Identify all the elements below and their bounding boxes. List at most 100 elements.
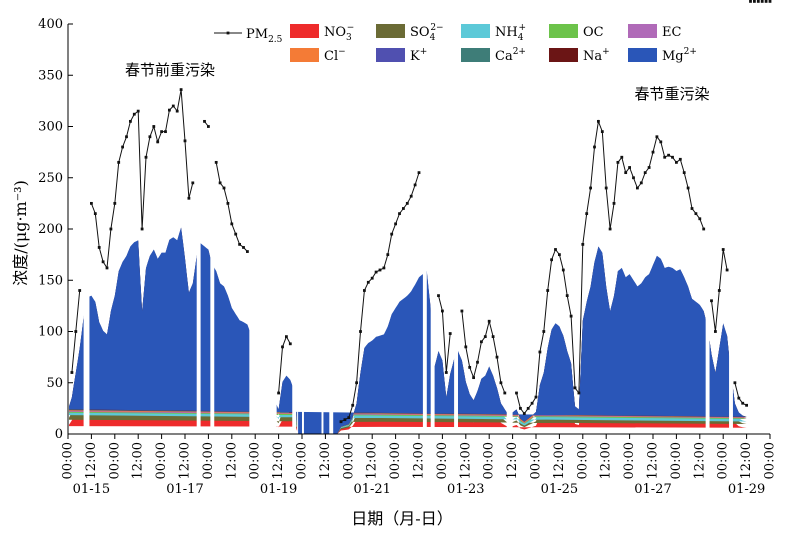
- pm25-point: [386, 253, 390, 257]
- data-gap-4: [249, 24, 277, 434]
- pm25-point: [550, 258, 553, 262]
- pm25-point: [246, 250, 249, 253]
- stacked-area-group: [68, 227, 747, 434]
- pm25-point: [171, 104, 175, 108]
- pm25-point: [667, 153, 670, 157]
- legend-swatch-7: [461, 48, 490, 62]
- pm25-point: [546, 289, 550, 292]
- x-tick-label: 12:00: [739, 442, 754, 479]
- legend-swatch-2: [461, 24, 490, 38]
- data-gap-10: [422, 24, 427, 434]
- legend-label-1: SO42−: [410, 23, 444, 43]
- pm25-point: [132, 112, 136, 116]
- pm25-point: [444, 371, 448, 374]
- pm25-point: [675, 160, 678, 164]
- pm25-point: [632, 176, 635, 180]
- pm25-line-group: [70, 0, 772, 424]
- pm25-line-segment-3: [215, 162, 248, 252]
- pm25-point: [651, 150, 655, 154]
- pm25-point: [526, 406, 530, 410]
- data-gap-6: [297, 24, 299, 434]
- date-label: 01-23: [447, 482, 484, 497]
- pm25-point: [207, 125, 210, 128]
- pm25-point: [242, 246, 245, 249]
- pm25-point: [483, 335, 487, 339]
- x-tick-label: 12:00: [178, 442, 193, 479]
- annotation-pre-festival-pollution: 春节前重污染: [125, 61, 215, 79]
- pm25-point: [589, 186, 592, 190]
- legend-label-8: Na+: [583, 47, 610, 64]
- y-tick-label: 350: [38, 68, 63, 83]
- legend-label-2: NH4+: [495, 23, 526, 43]
- y-tick-label: 200: [38, 222, 63, 237]
- pm25-point: [612, 201, 616, 205]
- pm25-point: [749, 0, 752, 3]
- legend-label-6: K+: [410, 47, 427, 64]
- pm25-point: [495, 355, 499, 359]
- legend-swatch-9: [628, 48, 657, 62]
- pm25-point: [671, 155, 674, 159]
- legend: PM2.5 NO3− SO42− NH4+ OC EC Cl− K+ Ca2+ Na+ Mg2+: [214, 23, 697, 64]
- legend-label-3: OC: [583, 25, 604, 40]
- x-tick-label: 12:00: [692, 442, 707, 479]
- pm25-point: [593, 145, 596, 149]
- pm25-point: [409, 194, 413, 198]
- pm25-point: [370, 276, 374, 280]
- pm25-point: [97, 246, 101, 249]
- x-tick-label: 12:00: [271, 442, 286, 479]
- pm25-point: [70, 371, 74, 374]
- pm25-point: [682, 171, 686, 175]
- pm25-point: [476, 360, 479, 364]
- pm25-point: [129, 119, 132, 123]
- pm25-point: [140, 227, 144, 231]
- pm25-point: [460, 309, 464, 313]
- pm25-point: [760, 0, 764, 3]
- pm25-point: [183, 139, 187, 143]
- x-tick-label: 12:00: [224, 442, 239, 479]
- pm25-point: [144, 155, 148, 159]
- pm25-point: [659, 140, 663, 144]
- pm25-point: [156, 140, 160, 144]
- y-tick-label: 250: [38, 171, 63, 186]
- date-label: 01-21: [353, 482, 390, 497]
- x-tick-label: 00:00: [482, 442, 497, 479]
- pm25-point: [694, 212, 698, 216]
- pm25-point: [745, 403, 748, 407]
- pm25-point: [160, 130, 163, 134]
- pm25-point: [105, 266, 109, 270]
- area-mg2-: [68, 227, 747, 434]
- pm25-point: [175, 109, 179, 113]
- x-tick-label: 12:00: [599, 442, 614, 479]
- pm25-point: [597, 119, 600, 123]
- pm25-point: [363, 289, 366, 292]
- y-axis-title: 浓度/(μg·m⁻³): [11, 180, 30, 286]
- y-tick-label: 0: [55, 427, 63, 442]
- date-label: 01-17: [166, 482, 203, 497]
- pm25-point: [663, 155, 667, 159]
- legend-swatch-6: [376, 48, 405, 62]
- pm25-point: [616, 160, 620, 164]
- pm25-point: [441, 309, 444, 313]
- pm25-point: [600, 130, 604, 134]
- pm25-point: [530, 401, 534, 405]
- pm25-point: [491, 335, 495, 339]
- pm25-point: [230, 222, 234, 226]
- y-tick-label: 100: [38, 325, 63, 340]
- pm25-point: [136, 109, 140, 113]
- pm25-point: [768, 0, 772, 3]
- legend-label-9: Mg2+: [662, 47, 697, 64]
- pm25-point: [714, 330, 717, 333]
- pm25-point: [522, 412, 526, 415]
- pm25-point: [121, 145, 124, 149]
- pm25-point: [569, 314, 573, 318]
- x-tick-label: 12:00: [505, 442, 520, 479]
- x-tick-label: 00:00: [716, 442, 731, 479]
- pm25-point: [554, 248, 557, 251]
- pm25-point: [281, 345, 284, 349]
- y-tick-label: 50: [46, 376, 63, 391]
- x-tick-label: 00:00: [107, 442, 122, 479]
- pm25-point: [585, 212, 589, 216]
- pm25-point: [519, 406, 522, 410]
- pm25-point: [117, 160, 121, 164]
- pm25-point: [698, 217, 702, 221]
